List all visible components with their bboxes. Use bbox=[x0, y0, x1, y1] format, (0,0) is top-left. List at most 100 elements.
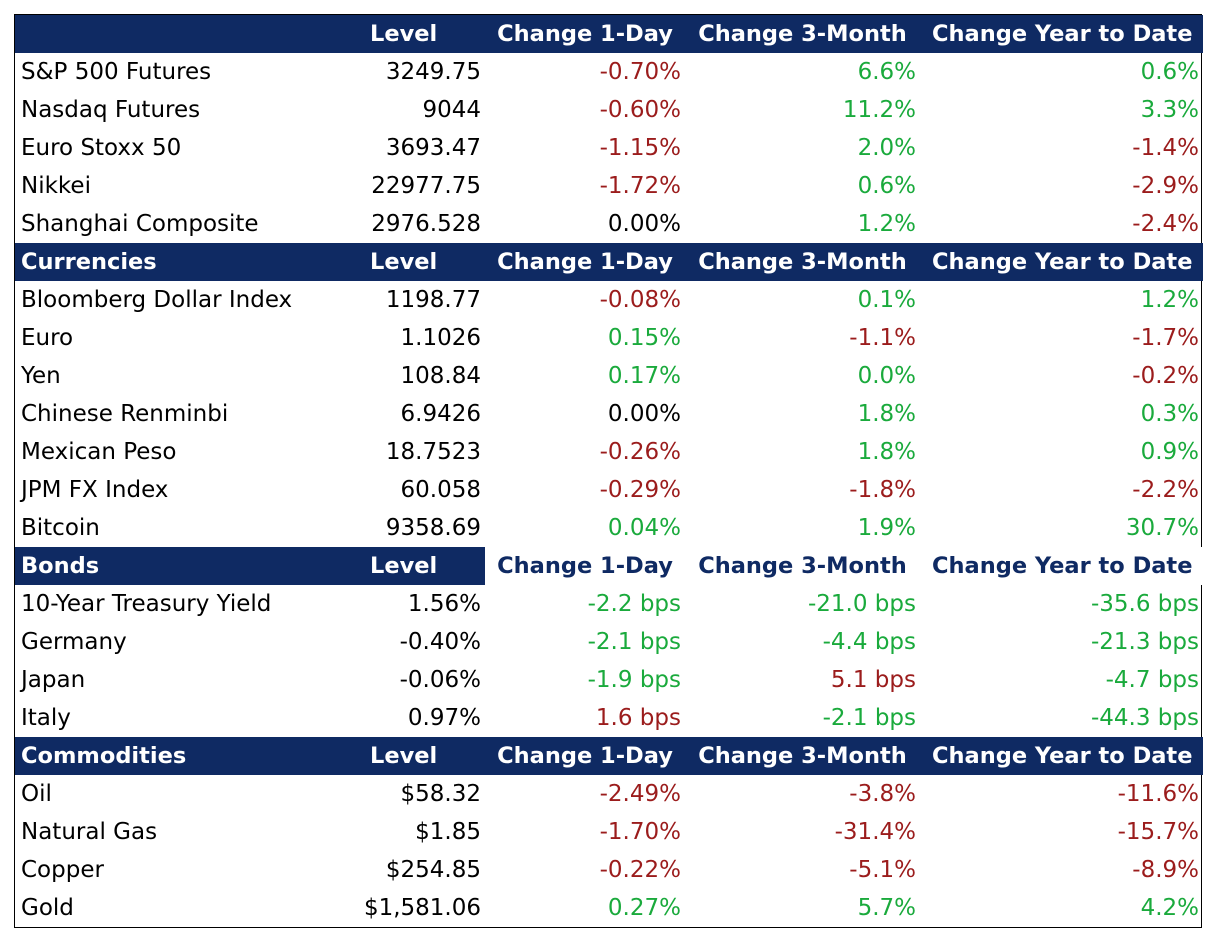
table-row: Shanghai Composite 2976.528 0.00% 1.2% -2.4% bbox=[15, 205, 1203, 243]
change-1-day-value: 0.00% bbox=[607, 211, 681, 237]
change-1-day-value: 1.6 bps bbox=[595, 705, 681, 731]
table-row: Bloomberg Dollar Index 1198.77 -0.08% 0.1% 1… bbox=[15, 281, 1203, 319]
instrument-name: Natural Gas bbox=[21, 819, 158, 845]
change-1-day-value: -1.72% bbox=[599, 173, 681, 199]
level-value: $58.32 bbox=[400, 781, 481, 807]
level-value: 1.1026 bbox=[400, 325, 481, 351]
market-summary-table: Level Change 1-Day Change 3-Month Change Ye… bbox=[15, 15, 1203, 927]
section-title: Currencies bbox=[15, 243, 350, 281]
change-3-month-value: 5.1 bps bbox=[830, 667, 916, 693]
instrument-name: Japan bbox=[21, 667, 86, 693]
change-ytd-value: 0.6% bbox=[1140, 59, 1199, 85]
change-1-day-value: -1.15% bbox=[599, 135, 681, 161]
section-header-row: Bonds Level Change 1-Day Change 3-Month Chan… bbox=[15, 547, 1203, 585]
change-3-month-value: 2.0% bbox=[857, 135, 916, 161]
change-3-month-value: 5.7% bbox=[857, 895, 916, 921]
level-value: -0.06% bbox=[399, 667, 481, 693]
header-change-1-day: Change 1-Day bbox=[485, 547, 685, 585]
change-ytd-value: -1.4% bbox=[1132, 135, 1199, 161]
change-3-month-value: -4.4 bps bbox=[822, 629, 916, 655]
change-1-day-value: -0.29% bbox=[599, 477, 681, 503]
table-row: Oil $58.32 -2.49% -3.8% -11.6% bbox=[15, 775, 1203, 813]
change-ytd-value: -11.6% bbox=[1117, 781, 1199, 807]
instrument-name: Copper bbox=[21, 857, 104, 883]
header-change-1-day: Change 1-Day bbox=[485, 737, 685, 775]
level-value: $1.85 bbox=[415, 819, 481, 845]
change-3-month-value: 0.1% bbox=[857, 287, 916, 313]
change-ytd-value: -35.6 bps bbox=[1090, 591, 1199, 617]
table-row: Gold $1,581.06 0.27% 5.7% 4.2% bbox=[15, 889, 1203, 927]
section-title: Commodities bbox=[15, 737, 350, 775]
section-header-row: Currencies Level Change 1-Day Change 3-Mont… bbox=[15, 243, 1203, 281]
change-ytd-value: -0.2% bbox=[1132, 363, 1199, 389]
instrument-name: Nikkei bbox=[21, 173, 91, 199]
change-ytd-value: 4.2% bbox=[1140, 895, 1199, 921]
instrument-name: Mexican Peso bbox=[21, 439, 177, 465]
header-change-3-month: Change 3-Month bbox=[685, 737, 920, 775]
change-1-day-value: -0.08% bbox=[599, 287, 681, 313]
instrument-name: Italy bbox=[21, 705, 71, 731]
change-ytd-value: 0.3% bbox=[1140, 401, 1199, 427]
instrument-name: S&P 500 Futures bbox=[21, 59, 212, 85]
level-value: 6.9426 bbox=[400, 401, 481, 427]
market-summary-body: Level Change 1-Day Change 3-Month Change Ye… bbox=[15, 15, 1203, 927]
table-row: Mexican Peso 18.7523 -0.26% 1.8% 0.9% bbox=[15, 433, 1203, 471]
change-3-month-value: 1.9% bbox=[857, 515, 916, 541]
change-3-month-value: 6.6% bbox=[857, 59, 916, 85]
table-row: Chinese Renminbi 6.9426 0.00% 1.8% 0.3% bbox=[15, 395, 1203, 433]
instrument-name: 10-Year Treasury Yield bbox=[21, 591, 272, 617]
instrument-name: Shanghai Composite bbox=[21, 211, 259, 237]
change-ytd-value: 3.3% bbox=[1140, 97, 1199, 123]
change-1-day-value: 0.27% bbox=[607, 895, 681, 921]
level-value: 9358.69 bbox=[385, 515, 481, 541]
change-3-month-value: 1.8% bbox=[857, 401, 916, 427]
header-change-3-month: Change 3-Month bbox=[685, 547, 920, 585]
change-3-month-value: -21.0 bps bbox=[807, 591, 916, 617]
instrument-name: Gold bbox=[21, 895, 74, 921]
section-title bbox=[15, 15, 350, 53]
change-1-day-value: -2.49% bbox=[599, 781, 681, 807]
change-3-month-value: -5.1% bbox=[849, 857, 916, 883]
instrument-name: Euro Stoxx 50 bbox=[21, 135, 182, 161]
change-3-month-value: 11.2% bbox=[842, 97, 916, 123]
change-ytd-value: -1.7% bbox=[1132, 325, 1199, 351]
change-1-day-value: -1.70% bbox=[599, 819, 681, 845]
level-value: 2976.528 bbox=[371, 211, 481, 237]
change-3-month-value: -1.1% bbox=[849, 325, 916, 351]
change-3-month-value: -31.4% bbox=[834, 819, 916, 845]
instrument-name: Nasdaq Futures bbox=[21, 97, 201, 123]
change-1-day-value: -2.1 bps bbox=[587, 629, 681, 655]
change-1-day-value: -0.70% bbox=[599, 59, 681, 85]
level-value: 3249.75 bbox=[385, 59, 481, 85]
level-value: 108.84 bbox=[400, 363, 481, 389]
section-header-row: Level Change 1-Day Change 3-Month Change Ye… bbox=[15, 15, 1203, 53]
change-3-month-value: 0.6% bbox=[857, 173, 916, 199]
change-ytd-value: -4.7 bps bbox=[1105, 667, 1199, 693]
header-change-1-day: Change 1-Day bbox=[485, 243, 685, 281]
change-1-day-value: -0.26% bbox=[599, 439, 681, 465]
table-row: Copper $254.85 -0.22% -5.1% -8.9% bbox=[15, 851, 1203, 889]
table-row: 10-Year Treasury Yield 1.56% -2.2 bps -21.0… bbox=[15, 585, 1203, 623]
change-ytd-value: 0.9% bbox=[1140, 439, 1199, 465]
instrument-name: Bloomberg Dollar Index bbox=[21, 287, 293, 313]
header-change-ytd: Change Year to Date bbox=[920, 15, 1203, 53]
change-3-month-value: -3.8% bbox=[849, 781, 916, 807]
instrument-name: Yen bbox=[21, 363, 61, 389]
change-1-day-value: 0.17% bbox=[607, 363, 681, 389]
header-level: Level bbox=[350, 15, 485, 53]
level-value: $1,581.06 bbox=[363, 895, 481, 921]
change-1-day-value: -0.22% bbox=[599, 857, 681, 883]
instrument-name: Germany bbox=[21, 629, 127, 655]
level-value: 1.56% bbox=[407, 591, 481, 617]
change-ytd-value: 1.2% bbox=[1140, 287, 1199, 313]
change-ytd-value: -21.3 bps bbox=[1090, 629, 1199, 655]
table-row: Nasdaq Futures 9044 -0.60% 11.2% 3.3% bbox=[15, 91, 1203, 129]
change-1-day-value: 0.15% bbox=[607, 325, 681, 351]
table-row: Natural Gas $1.85 -1.70% -31.4% -15.7% bbox=[15, 813, 1203, 851]
instrument-name: Chinese Renminbi bbox=[21, 401, 229, 427]
change-1-day-value: -0.60% bbox=[599, 97, 681, 123]
table-row: Nikkei 22977.75 -1.72% 0.6% -2.9% bbox=[15, 167, 1203, 205]
change-ytd-value: -8.9% bbox=[1132, 857, 1199, 883]
change-1-day-value: -2.2 bps bbox=[587, 591, 681, 617]
change-1-day-value: 0.04% bbox=[607, 515, 681, 541]
